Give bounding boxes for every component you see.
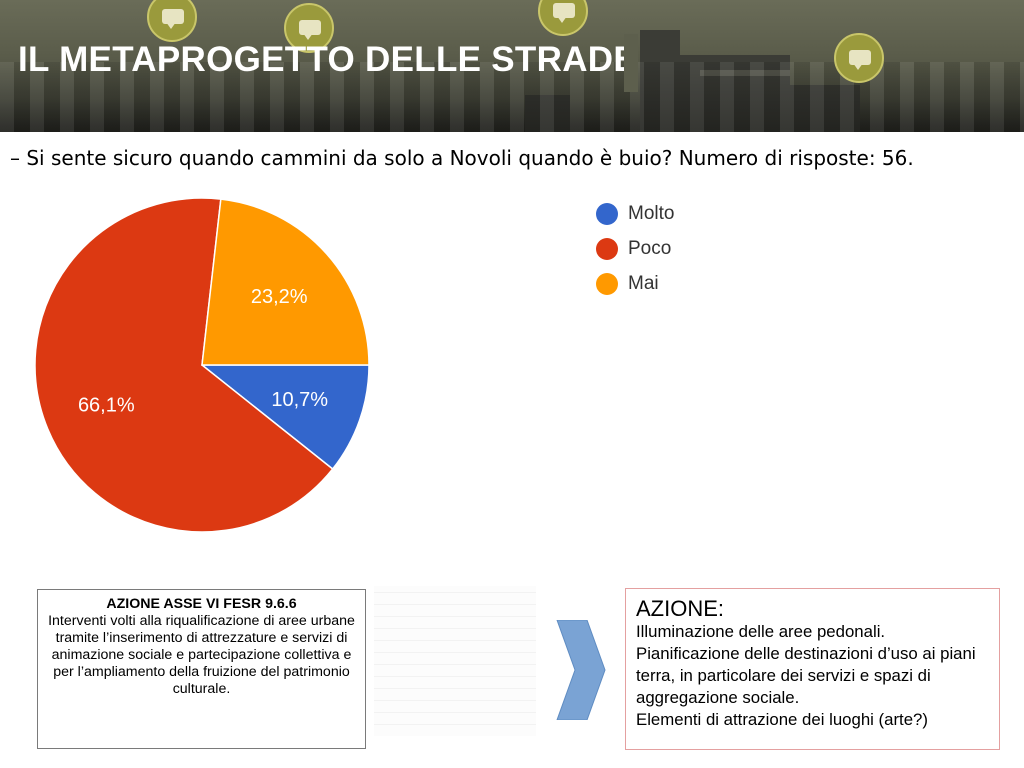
action-heading: AZIONE: — [636, 596, 725, 621]
title-cover — [624, 34, 638, 92]
legend-label-poco: Poco — [628, 237, 672, 259]
chevron-right-icon — [556, 620, 606, 720]
pie-data-label-molto: 10,7% — [271, 389, 328, 411]
pie-slice-mai — [201, 198, 370, 366]
legend-swatch-molto — [596, 202, 618, 225]
roof-shape — [700, 70, 790, 76]
building-shape — [525, 95, 570, 132]
action-box: AZIONE: Illuminazione delle aree pedonal… — [625, 588, 1000, 750]
pie-slice-poco — [34, 197, 334, 533]
building-shape — [640, 30, 680, 132]
building-shape — [680, 55, 790, 132]
page-title: IL METAPROGETTO DELLE STRADE — [18, 40, 637, 79]
faded-scan-image — [374, 586, 536, 736]
speech-bubble-icon — [538, 0, 588, 36]
fesr-action-body: Interventi volti alla riqualificazione d… — [48, 613, 355, 697]
pie-slice-molto — [199, 364, 370, 471]
fesr-action-title: AZIONE ASSE VI FESR 9.6.6 — [106, 596, 297, 612]
legend-item-mai: Mai — [596, 266, 674, 301]
chart-legend: Molto Poco Mai — [596, 196, 674, 301]
action-line: Elementi di attrazione dei luoghi (arte?… — [636, 710, 928, 729]
survey-question: – Si sente sicuro quando cammini da solo… — [10, 146, 914, 170]
pie-data-label-poco: 66,1% — [78, 395, 135, 417]
building-shape — [790, 85, 860, 132]
fesr-action-box: AZIONE ASSE VI FESR 9.6.6 Interventi vol… — [37, 589, 366, 749]
legend-swatch-mai — [596, 272, 618, 295]
action-line: Illuminazione delle aree pedonali. — [636, 622, 886, 641]
legend-swatch-poco — [596, 237, 618, 260]
speech-bubble-icon — [834, 33, 884, 83]
speech-bubble-icon — [284, 3, 334, 53]
pie-data-label-mai: 23,2% — [251, 286, 308, 308]
legend-label-mai: Mai — [628, 272, 659, 294]
header-banner: IL METAPROGETTO DELLE STRADE — [0, 0, 1024, 132]
legend-label-molto: Molto — [628, 202, 675, 224]
action-line: Pianificazione delle destinazioni d’uso … — [636, 644, 976, 707]
speech-bubble-icon — [147, 0, 197, 42]
legend-item-poco: Poco — [596, 231, 674, 266]
legend-item-molto: Molto — [596, 196, 674, 231]
pie-chart: 10,7% 66,1% 23,2% — [34, 197, 370, 533]
